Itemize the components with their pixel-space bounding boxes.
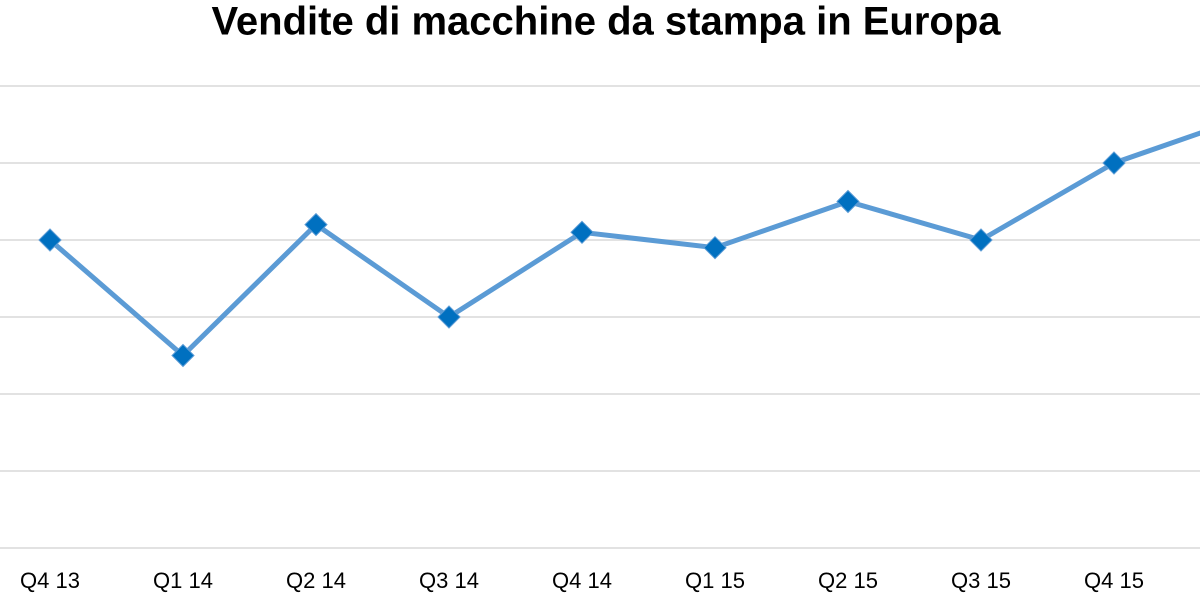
x-tick-label: Q1 15 [685, 568, 745, 593]
x-tick-label: Q4 13 [20, 568, 80, 593]
x-tick-label: Q3 15 [951, 568, 1011, 593]
marker [836, 189, 860, 214]
line [48, 130, 1200, 358]
x-tick-label: Q3 14 [419, 568, 479, 593]
chart-title: Vendite di macchine da stampa in Europa [211, 0, 1001, 44]
x-tick-label: Q2 14 [286, 568, 346, 593]
marker [171, 343, 195, 368]
marker [304, 212, 328, 237]
x-tick-label: Q4 14 [552, 568, 612, 593]
x-tick-label: Q2 15 [818, 568, 878, 593]
x-tick-label: Q1 14 [153, 568, 213, 593]
marker [703, 235, 727, 260]
marker [1102, 151, 1126, 175]
marker [570, 220, 594, 245]
marker [437, 305, 461, 329]
x-tick-label: Q4 15 [1084, 568, 1144, 593]
marker [969, 228, 993, 252]
marker [38, 228, 62, 252]
